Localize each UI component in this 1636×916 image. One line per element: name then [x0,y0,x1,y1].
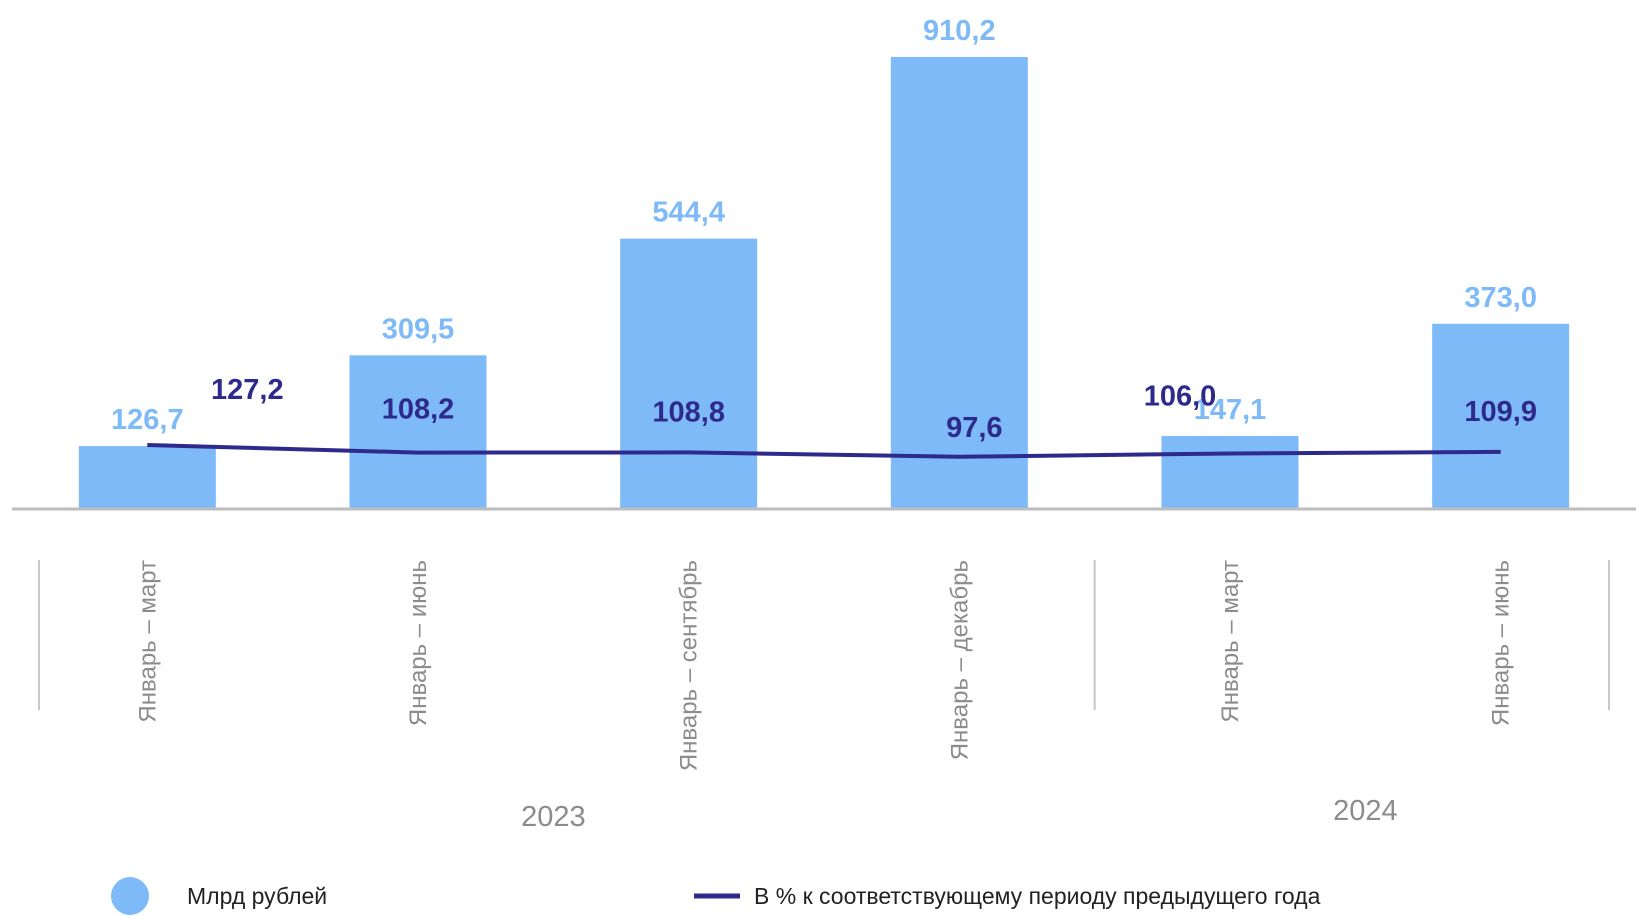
bar-value-label: 373,0 [1464,282,1537,314]
category-labels: Январь – март Январь – июнь Январь – сентя… [134,560,1514,771]
group-separators [38,560,1610,710]
line-value-label: 109,9 [1464,396,1537,428]
bar-value-label: 147,1 [1194,394,1267,426]
bar [890,57,1028,509]
year-label: 2024 [1333,795,1398,827]
category-label: Январь – июнь [405,560,432,726]
line-series-path [147,443,1501,459]
category-label: Январь – декабрь [946,560,973,760]
bar-value-label: 126,7 [111,404,184,436]
bar [349,355,487,509]
bar-value-label: 910,2 [923,15,996,47]
bar [78,446,216,509]
bar-value-labels: 126,7 309,5 544,4 910,2 147,1 373,0 [111,15,1537,436]
year-labels: 2023 2024 [521,795,1398,833]
legend-line-label: В % к соответствующему периоду предыдуще… [754,883,1321,909]
legend: Млрд рублей В % к соответствующему перио… [111,877,1321,915]
line-value-label: 108,8 [652,396,725,428]
legend-bar-marker [111,877,149,915]
category-label: Январь – сентябрь [676,560,703,771]
category-label: Январь – март [1217,560,1244,723]
line-value-label: 108,2 [382,394,455,426]
line-value-labels: 127,2 108,2 108,8 97,6 106,0 109,9 [211,374,1537,444]
legend-bar-label: Млрд рублей [187,883,327,909]
line-value-label: 127,2 [211,374,284,406]
bar-value-label: 544,4 [652,197,725,229]
year-label: 2023 [521,801,586,833]
category-label: Январь – июнь [1488,560,1515,726]
bar [1432,323,1570,509]
bar [620,238,758,509]
category-label: Январь – март [134,560,161,723]
bar [1161,435,1299,509]
bar-series [78,57,1570,509]
line-value-label: 106,0 [1144,380,1217,412]
bar-value-label: 309,5 [382,313,455,345]
line-value-label: 97,6 [946,412,1002,444]
